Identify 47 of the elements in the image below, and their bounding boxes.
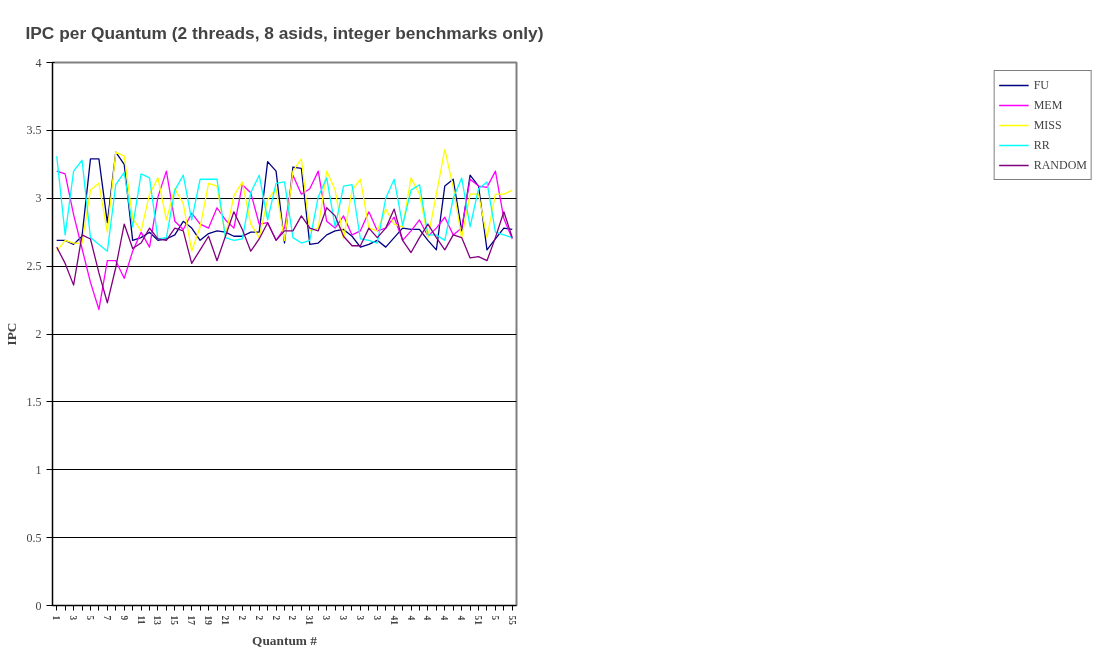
x-tick-label: 7 (101, 615, 112, 621)
line-series (56, 170, 513, 311)
x-tick-label: 3 (354, 615, 365, 621)
y-axis-title: IPC (3, 322, 19, 346)
legend-label: RR (1033, 137, 1051, 153)
x-tick-label: 31 (304, 615, 315, 626)
chart-title: IPC per Quantum (2 threads, 8 asids, integer benchmarks only) (25, 22, 544, 43)
x-tick-label: 51 (473, 615, 484, 626)
line-series (56, 207, 513, 304)
x-tick-label: 3 (68, 615, 79, 621)
x-tick-label: 3 (338, 615, 349, 621)
x-tick-label: 5 (84, 615, 95, 621)
x-tick-label: 9 (118, 615, 129, 621)
y-tick-label: 2.5 (26, 259, 42, 274)
x-tick-label: 4 (456, 615, 467, 621)
x-tick-label: 17 (186, 615, 197, 626)
x-tick-label: 4 (405, 615, 416, 621)
y-tick-label: 1.5 (26, 394, 42, 409)
x-tick-label: 15 (169, 615, 180, 626)
y-tick-label: 0 (35, 598, 42, 613)
x-tick-label: 41 (388, 615, 399, 626)
y-tick-label: 2 (35, 327, 42, 341)
legend-label: MISS (1033, 117, 1062, 133)
y-tick-label: 3 (35, 191, 42, 206)
y-tick-label: 0.5 (26, 530, 42, 545)
legend-label: FU (1033, 77, 1050, 93)
x-tick-label: 2 (287, 615, 298, 621)
x-tick-label: 5 (489, 615, 500, 621)
x-tick-label: 3 (321, 615, 332, 621)
x-tick-label: 2 (236, 615, 247, 621)
x-tick-label: 11 (135, 615, 146, 625)
x-tick-label: 3 (371, 615, 382, 621)
y-tick-label: 3.5 (26, 123, 42, 138)
x-tick-label: 2 (270, 615, 281, 621)
legend-label: RANDOM (1033, 157, 1087, 173)
x-tick-label: 2 (253, 615, 264, 621)
x-tick-label: 1 (51, 615, 62, 621)
y-tick-label: 1 (35, 462, 42, 477)
x-tick-label: 4 (439, 615, 450, 621)
x-tick-label: 4 (422, 615, 433, 621)
x-tick-label: 55 (506, 615, 517, 626)
x-axis-title: Quantum # (252, 632, 318, 648)
y-tick-label: 4 (35, 55, 42, 70)
legend-label: MEM (1033, 97, 1063, 113)
x-tick-label: 13 (152, 615, 163, 626)
x-tick-label: 21 (219, 615, 230, 626)
x-tick-label: 19 (203, 615, 214, 626)
